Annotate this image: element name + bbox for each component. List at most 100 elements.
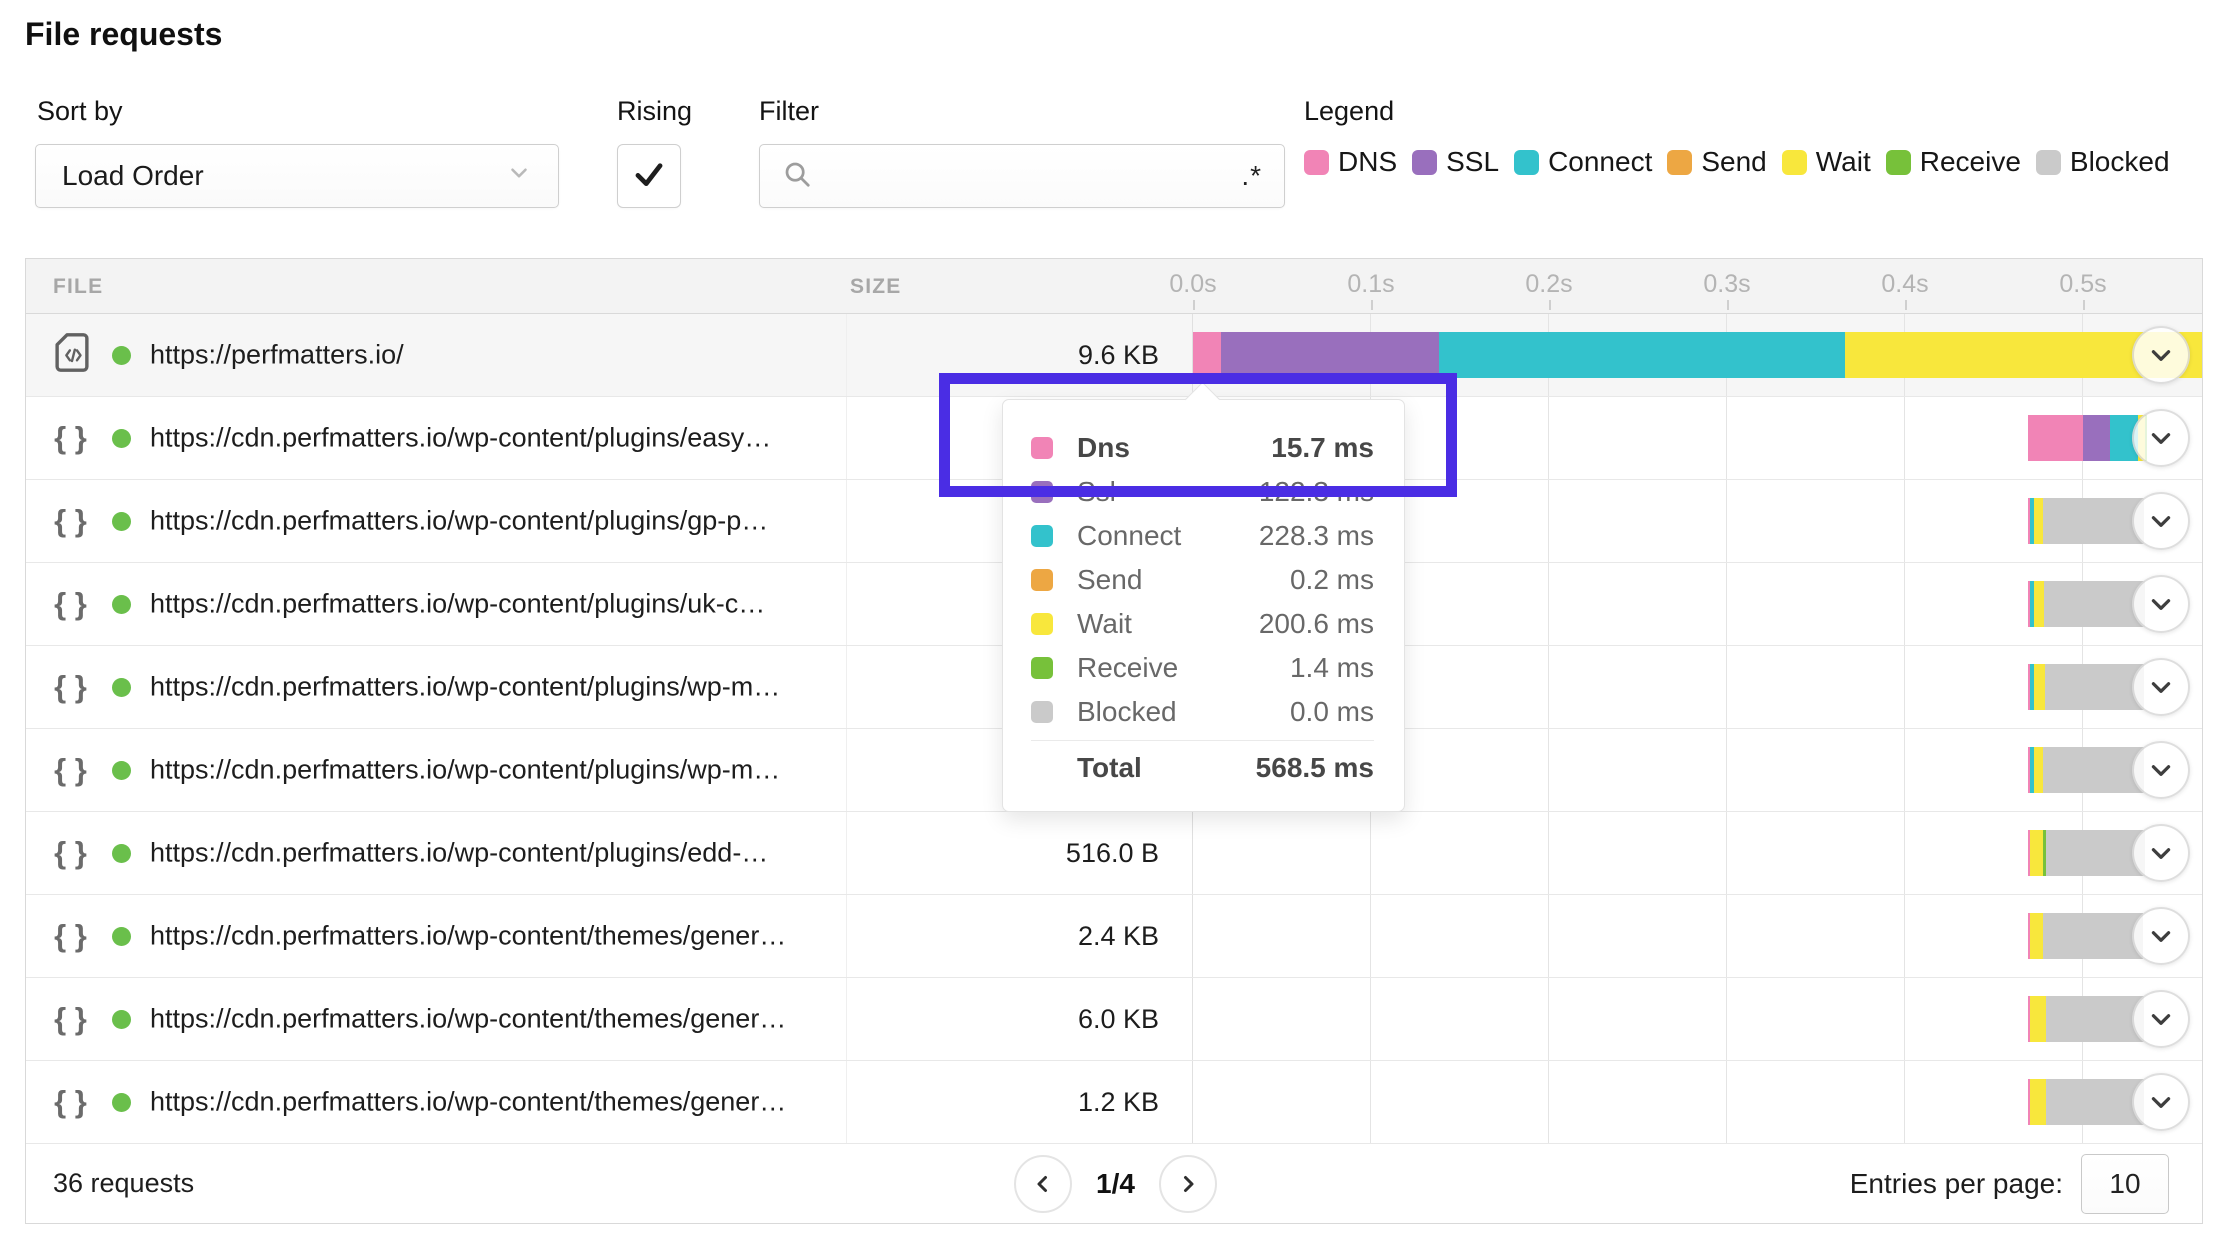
tooltip-row-send: Send 0.2 ms — [1031, 558, 1374, 602]
status-dot — [112, 595, 131, 614]
legend-item-label: Connect — [1548, 146, 1653, 177]
table-row[interactable]: { } https://cdn.perfmatters.io/wp-conten… — [26, 812, 2202, 895]
waterfall-bar[interactable] — [2027, 830, 2146, 876]
size-cell: 1.2 KB — [846, 1061, 1192, 1143]
table-row[interactable]: https://perfmatters.io/ 9.6 KB — [26, 314, 2202, 397]
tooltip-metric-value: 15.7 ms — [1271, 432, 1374, 463]
segment-blocked — [2046, 996, 2145, 1042]
table-row[interactable]: { } https://cdn.perfmatters.io/wp-conten… — [26, 978, 2202, 1061]
page-title: File requests — [25, 16, 223, 52]
segment-dns — [2027, 1079, 2031, 1125]
segment-wait — [2030, 1079, 2047, 1125]
waterfall-bar[interactable] — [2027, 913, 2143, 959]
file-cell: https://perfmatters.io/ — [26, 314, 846, 396]
table-row[interactable]: { } https://cdn.perfmatters.io/wp-conten… — [26, 1061, 2202, 1144]
sort-by-select[interactable]: Load Order — [35, 144, 559, 208]
waterfall-bar[interactable] — [2027, 747, 2145, 793]
page-indicator: 1/4 — [1096, 1167, 1135, 1199]
size-cell — [846, 646, 1192, 728]
segment-wait — [2030, 830, 2043, 876]
regex-hint: .* — [1241, 160, 1262, 191]
file-cell: { } https://cdn.perfmatters.io/wp-conten… — [26, 978, 846, 1060]
request-url: https://cdn.perfmatters.io/wp-content/th… — [150, 1086, 787, 1117]
filter-field[interactable]: .* — [759, 144, 1285, 208]
waterfall-bar[interactable] — [2027, 664, 2145, 710]
waterfall-bar[interactable] — [1193, 332, 2202, 378]
tooltip-row-blocked: Blocked 0.0 ms — [1031, 690, 1374, 734]
expand-row-button[interactable] — [2132, 907, 2190, 965]
size-cell — [846, 397, 1192, 479]
segment-blocked — [2044, 664, 2145, 710]
expand-row-button[interactable] — [2132, 658, 2190, 716]
legend: DNS SSL Connect Send Wait Receive Blocke… — [1304, 146, 2170, 178]
tooltip-metric-label: Connect — [1077, 520, 1182, 551]
segment-connect — [2030, 498, 2035, 544]
expand-row-button[interactable] — [2132, 409, 2190, 467]
expand-row-button[interactable] — [2132, 741, 2190, 799]
segment-connect — [2030, 747, 2035, 793]
waterfall-cell — [1192, 812, 2202, 894]
ssl-swatch — [1031, 481, 1053, 503]
next-page-button[interactable] — [1158, 1154, 1217, 1213]
segment-connect — [2030, 581, 2035, 627]
rising-checkbox[interactable] — [617, 144, 681, 208]
segment-dns — [2027, 913, 2031, 959]
expand-row-button[interactable] — [2132, 824, 2190, 882]
timing-tooltip: Dns 15.7 ms Ssl 122.3 ms Connect 228.3 m… — [1002, 381, 1405, 812]
size-cell: 9.6 KB — [846, 314, 1192, 396]
segment-dns — [2027, 664, 2031, 710]
entries-per-page-input[interactable] — [2081, 1153, 2169, 1214]
size-cell — [846, 729, 1192, 811]
segment-ssl — [2082, 415, 2110, 461]
tooltip-divider — [1031, 740, 1374, 741]
previous-page-button[interactable] — [1014, 1154, 1072, 1213]
file-cell: { } https://cdn.perfmatters.io/wp-conten… — [26, 895, 846, 977]
blocked-swatch — [2035, 149, 2061, 175]
request-url: https://cdn.perfmatters.io/wp-content/pl… — [150, 422, 772, 453]
segment-dns — [2027, 747, 2031, 793]
expand-row-button[interactable] — [2132, 1073, 2190, 1131]
ssl-swatch — [1412, 149, 1438, 175]
size-cell — [846, 480, 1192, 562]
column-header-size: SIZE — [850, 275, 902, 298]
expand-row-button[interactable] — [2132, 990, 2190, 1048]
legend-item-connect: Connect — [1514, 146, 1652, 178]
rising-label: Rising — [617, 96, 693, 126]
segment-dns — [2027, 498, 2031, 544]
status-dot — [112, 346, 131, 365]
request-url: https://cdn.perfmatters.io/wp-content/th… — [150, 1003, 787, 1034]
waterfall-bar[interactable] — [2027, 996, 2145, 1042]
tooltip-metric-label: Blocked — [1077, 696, 1177, 727]
tooltip-metric-value: 1.4 ms — [1289, 652, 1374, 683]
filter-input[interactable] — [826, 159, 1242, 193]
legend-item-dns: DNS — [1304, 146, 1397, 178]
legend-item-ssl: SSL — [1412, 146, 1499, 178]
waterfall-cell — [1192, 1061, 2202, 1143]
waterfall-bar[interactable] — [2027, 581, 2146, 627]
tooltip-metric-value: 228.3 ms — [1258, 520, 1374, 551]
waterfall-bar[interactable] — [2027, 415, 2148, 461]
expand-row-button[interactable] — [2132, 326, 2190, 384]
waterfall-bar[interactable] — [2027, 498, 2145, 544]
status-dot — [112, 429, 131, 448]
request-url: https://cdn.perfmatters.io/wp-content/pl… — [150, 588, 766, 619]
status-dot — [112, 678, 131, 697]
pagination: 1/4 — [1014, 1154, 1217, 1213]
css-file-icon: { } — [54, 835, 90, 870]
waterfall-bar[interactable] — [2027, 1079, 2145, 1125]
status-dot — [112, 512, 131, 531]
tooltip-row-receive: Receive 1.4 ms — [1031, 646, 1374, 690]
request-url: https://cdn.perfmatters.io/wp-content/pl… — [150, 505, 769, 536]
legend-item-label: Receive — [1919, 146, 2021, 177]
css-file-icon: { } — [54, 669, 90, 704]
table-row[interactable]: { } https://cdn.perfmatters.io/wp-conten… — [26, 895, 2202, 978]
timeline-label: 0.1s — [1347, 270, 1395, 298]
segment-wait — [2034, 581, 2044, 627]
tooltip-metric-value: 0.0 ms — [1289, 696, 1374, 727]
expand-row-button[interactable] — [2132, 492, 2190, 550]
size-cell — [846, 563, 1192, 645]
tooltip-metric-label: Receive — [1077, 652, 1179, 683]
segment-receive — [2042, 830, 2046, 876]
sort-by-value: Load Order — [62, 160, 204, 191]
expand-row-button[interactable] — [2132, 575, 2190, 633]
